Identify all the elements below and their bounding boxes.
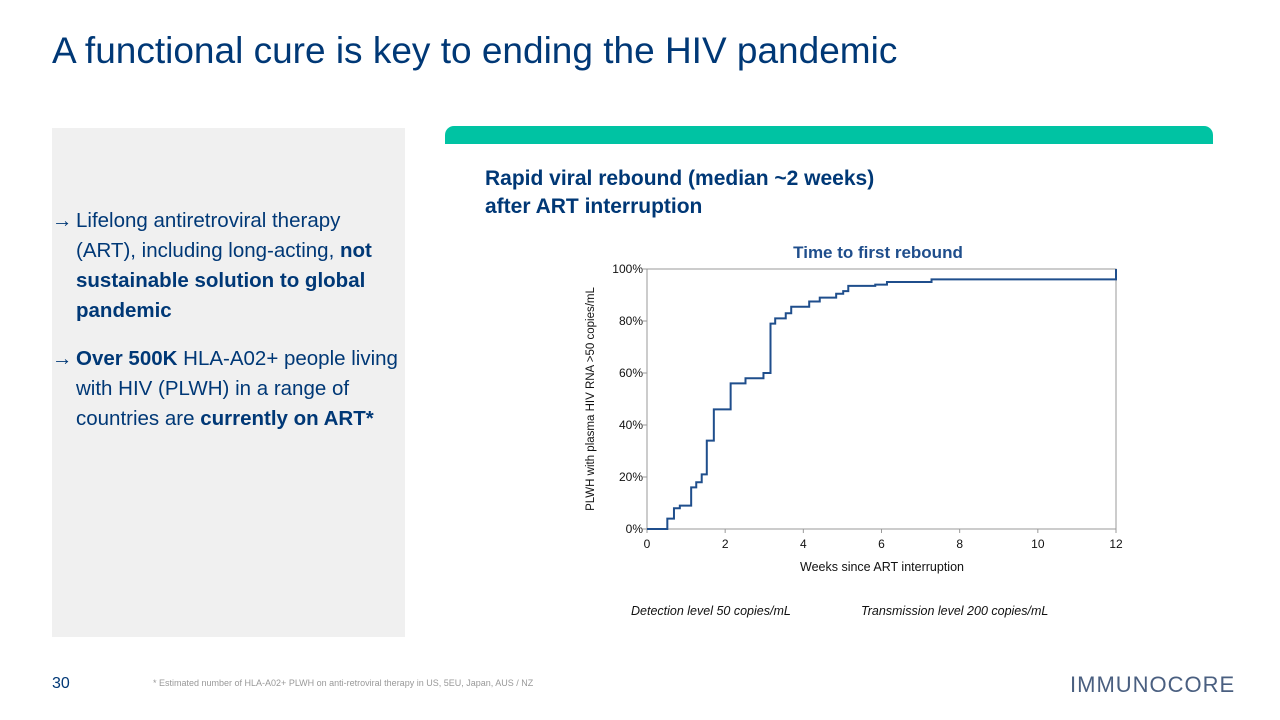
bullet-text: HLA-A02+ people living with HIV (PLWH) i… (76, 347, 398, 430)
bullet-emphasis: not sustainable solution to global pande… (76, 239, 372, 322)
arrow-icon: → (52, 209, 73, 232)
page-number: 30 (52, 675, 70, 692)
bullet-emphasis: Over 500K (76, 347, 178, 370)
teal-header-bar (445, 126, 1213, 144)
x-tick-label: 6 (878, 537, 885, 551)
subtitle-line-1: Rapid viral rebound (median ~2 weeks) (485, 167, 875, 190)
slide-title: A functional cure is key to ending the H… (52, 30, 898, 71)
x-tick-label: 10 (1031, 537, 1045, 551)
x-tick-label: 2 (722, 537, 729, 551)
x-tick-label: 0 (644, 537, 651, 551)
bullet-lifelong-art: → Lifelong antiretroviral therapy (ART),… (52, 206, 402, 326)
chart-subtitle: Rapid viral rebound (median ~2 weeks) af… (485, 165, 874, 221)
arrow-icon: → (52, 347, 73, 370)
chart-title: Time to first rebound (793, 243, 963, 262)
immunocore-logo: IMMUNOCORE (1070, 672, 1236, 697)
bullet-text: Lifelong antiretroviral therapy (ART), i… (76, 209, 341, 262)
left-panel (52, 128, 405, 637)
y-tick-label: 80% (619, 314, 643, 328)
y-tick-label: 60% (619, 366, 643, 380)
bullet-over-500k: → Over 500K HLA-A02+ people living with … (52, 344, 402, 434)
x-tick-label: 12 (1109, 537, 1123, 551)
x-tick-label: 8 (956, 537, 963, 551)
bullet-emphasis: currently on ART* (200, 407, 374, 430)
footnote: * Estimated number of HLA-A02+ PLWH on a… (153, 678, 534, 688)
legend-transmission: Transmission level 200 copies/mL (861, 604, 1049, 618)
plot-frame (646, 268, 1117, 530)
legend-detection: Detection level 50 copies/mL (631, 604, 791, 618)
x-tick-label: 4 (800, 537, 807, 551)
y-tick-label: 0% (626, 522, 644, 536)
x-axis-label: Weeks since ART interruption (800, 560, 964, 574)
series-line (647, 269, 1117, 530)
y-axis-label: PLWH with plasma HIV RNA >50 copies/mL (585, 287, 597, 511)
y-tick-label: 40% (619, 418, 643, 432)
subtitle-line-2: after ART interruption (485, 195, 703, 218)
y-tick-label: 20% (619, 470, 643, 484)
y-tick-label: 100% (612, 262, 643, 276)
